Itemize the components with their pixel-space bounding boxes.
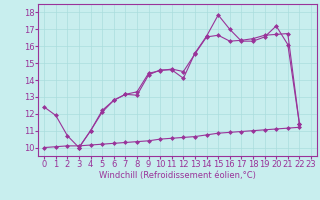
X-axis label: Windchill (Refroidissement éolien,°C): Windchill (Refroidissement éolien,°C) — [99, 171, 256, 180]
